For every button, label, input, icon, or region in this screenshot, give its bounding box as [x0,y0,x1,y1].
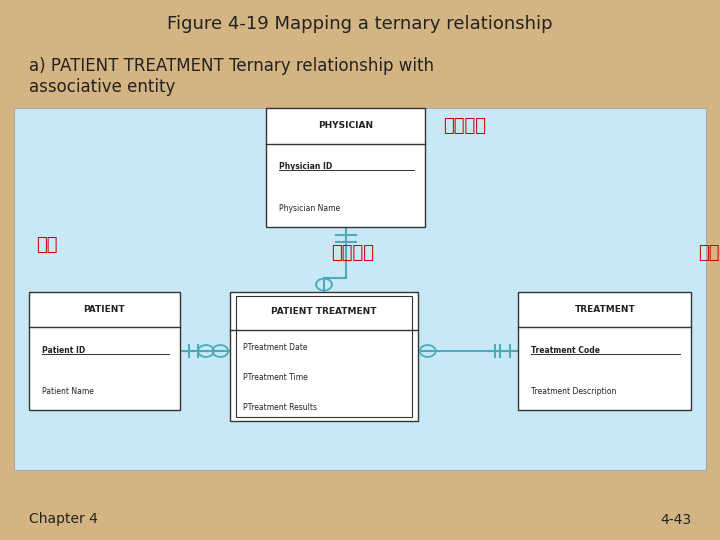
Text: 處方: 處方 [698,244,720,262]
Text: PTreatment Results: PTreatment Results [243,403,318,412]
Text: PATIENT TREATMENT: PATIENT TREATMENT [271,307,377,315]
Text: 病患: 病患 [36,236,58,254]
Text: PATIENT: PATIENT [84,305,125,314]
FancyBboxPatch shape [518,292,691,410]
FancyBboxPatch shape [266,108,425,227]
Text: Patient Name: Patient Name [42,387,94,396]
Text: Treatment Description: Treatment Description [531,387,617,396]
Text: Chapter 4: Chapter 4 [29,512,98,526]
Text: Physician ID: Physician ID [279,162,333,171]
FancyBboxPatch shape [230,292,418,421]
Text: PTreatment Time: PTreatment Time [243,373,308,382]
Text: 看病紀錄: 看病紀錄 [331,244,374,262]
FancyBboxPatch shape [29,292,180,410]
Text: PHYSICIAN: PHYSICIAN [318,122,373,130]
Text: TREATMENT: TREATMENT [575,305,635,314]
FancyBboxPatch shape [14,108,706,470]
Text: Physician Name: Physician Name [279,204,341,213]
Text: 内科醫師: 内科醫師 [443,117,486,135]
Text: PTreatment Date: PTreatment Date [243,342,308,352]
Text: Patient ID: Patient ID [42,346,85,355]
Text: Figure 4-19 Mapping a ternary relationship: Figure 4-19 Mapping a ternary relationsh… [167,15,553,33]
Text: Treatment Code: Treatment Code [531,346,600,355]
Text: a) PATIENT TREATMENT Ternary relationship with: a) PATIENT TREATMENT Ternary relationshi… [29,57,433,75]
Text: 4-43: 4-43 [660,512,691,526]
Text: associative entity: associative entity [29,78,175,96]
